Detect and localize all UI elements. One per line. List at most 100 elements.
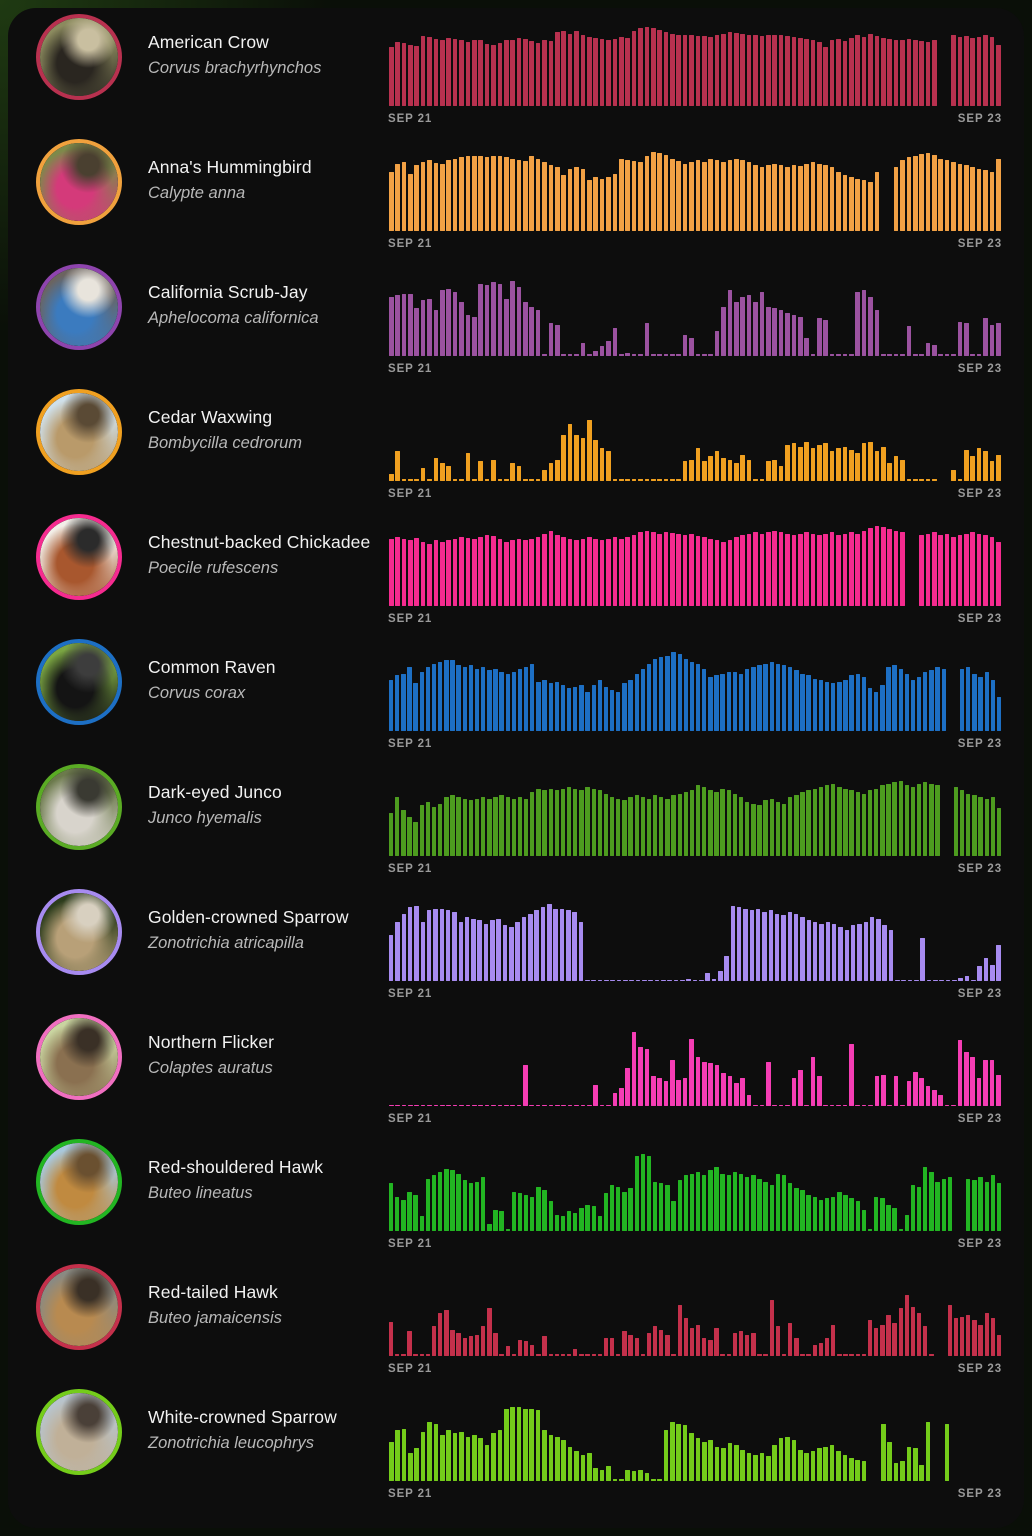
activity-chart[interactable]: SEP 21 SEP 23	[388, 1145, 1002, 1253]
bar	[951, 1105, 956, 1106]
bar	[867, 1319, 873, 1356]
bar	[580, 1454, 586, 1481]
bar	[923, 671, 928, 731]
bar	[395, 921, 400, 981]
avatar[interactable]	[36, 639, 122, 725]
bar	[746, 533, 752, 606]
avatar-ring	[36, 889, 122, 975]
bar	[670, 354, 675, 356]
bar	[536, 681, 541, 731]
bar	[721, 1448, 726, 1481]
bar	[523, 38, 528, 106]
bar	[753, 35, 758, 106]
bar	[740, 1078, 745, 1106]
bar	[587, 1105, 592, 1106]
bar	[804, 1453, 809, 1481]
avatar[interactable]	[36, 1389, 122, 1475]
axis-start-label: SEP 21	[388, 488, 433, 500]
bar	[612, 173, 618, 231]
activity-chart[interactable]: SEP 21 SEP 23	[388, 395, 1002, 503]
bar	[542, 40, 547, 106]
bar	[695, 354, 701, 356]
bar	[618, 1087, 624, 1106]
bar	[836, 1105, 841, 1106]
bar	[530, 1344, 535, 1356]
avatar[interactable]	[36, 514, 122, 600]
bar	[745, 1334, 750, 1356]
bar	[561, 353, 567, 356]
bar	[618, 158, 624, 231]
activity-chart[interactable]: SEP 21 SEP 23	[388, 270, 1002, 378]
bar	[714, 160, 720, 231]
bar	[765, 1456, 771, 1481]
avatar[interactable]	[36, 139, 122, 225]
activity-chart[interactable]: SEP 21 SEP 23	[388, 1395, 1002, 1503]
avatar[interactable]	[36, 389, 122, 475]
bar	[676, 533, 682, 606]
activity-chart[interactable]: SEP 21 SEP 23	[388, 1020, 1002, 1128]
bar	[487, 1308, 492, 1356]
bird-photo	[40, 18, 118, 96]
bar	[829, 40, 835, 106]
bar	[836, 448, 841, 481]
bar	[452, 912, 457, 981]
avatar[interactable]	[36, 14, 122, 100]
species-row[interactable]: Dark-eyed Junco Junco hyemalis SEP 21 SEP 2…	[8, 758, 1024, 883]
avatar-ring	[36, 764, 122, 850]
species-row[interactable]: White-crowned Sparrow Zonotrichia leucoph…	[8, 1383, 1024, 1508]
species-row[interactable]: Red-shouldered Hawk Buteo lineatus SEP 21 S…	[8, 1133, 1024, 1258]
avatar[interactable]	[36, 764, 122, 850]
bar	[900, 354, 905, 356]
bar	[670, 1421, 675, 1481]
bar	[708, 1440, 714, 1481]
bar	[606, 1105, 611, 1106]
bar	[593, 440, 598, 481]
bar	[785, 1105, 790, 1106]
bar	[959, 1316, 965, 1356]
species-labels: Red-tailed Hawk Buteo jamaicensis	[148, 1280, 388, 1330]
bar	[759, 167, 765, 231]
bar	[695, 448, 701, 481]
avatar[interactable]	[36, 1139, 122, 1225]
bar	[652, 658, 658, 731]
avatar[interactable]	[36, 264, 122, 350]
bar	[580, 342, 586, 356]
bar	[849, 1458, 854, 1481]
species-row[interactable]: Common Raven Corvus corax SEP 21 SEP 23	[8, 633, 1024, 758]
activity-chart[interactable]: SEP 21 SEP 23	[388, 895, 1002, 1003]
species-row[interactable]: Cedar Waxwing Bombycilla cedrorum SEP 21 SE…	[8, 383, 1024, 508]
bar	[644, 323, 650, 356]
bar	[677, 793, 682, 856]
activity-chart[interactable]: SEP 21 SEP 23	[388, 145, 1002, 253]
activity-chart[interactable]: SEP 21 SEP 23	[388, 770, 1002, 878]
bar	[388, 935, 394, 981]
species-row[interactable]: American Crow Corvus brachyrhynchos SEP 21…	[8, 8, 1024, 133]
species-row[interactable]: Red-tailed Hawk Buteo jamaicensis SEP 21 SE…	[8, 1258, 1024, 1383]
bar	[708, 456, 714, 481]
activity-chart[interactable]: SEP 21 SEP 23	[388, 1270, 1002, 1378]
bar	[900, 160, 905, 231]
activity-chart[interactable]: SEP 21 SEP 23	[388, 520, 1002, 628]
species-row[interactable]: California Scrub-Jay Aphelocoma californi…	[8, 258, 1024, 383]
bar	[440, 290, 445, 356]
species-row[interactable]: Chestnut-backed Chickadee Poecile rufesce…	[8, 508, 1024, 633]
bar	[932, 344, 937, 356]
species-row[interactable]: Northern Flicker Colaptes auratus SEP 21 SE…	[8, 1008, 1024, 1133]
bar	[727, 540, 733, 606]
bar	[631, 161, 637, 231]
bar	[459, 537, 464, 606]
bar	[746, 1094, 752, 1106]
species-row[interactable]: Golden-crowned Sparrow Zonotrichia atrica…	[8, 883, 1024, 1008]
avatar[interactable]	[36, 889, 122, 975]
bar	[919, 1078, 924, 1106]
bar	[990, 1318, 996, 1356]
bar	[408, 45, 413, 106]
bar	[892, 782, 897, 856]
species-row[interactable]: Anna's Hummingbird Calypte anna SEP 21 SEP …	[8, 133, 1024, 258]
bar	[797, 316, 803, 356]
avatar[interactable]	[36, 1014, 122, 1100]
bar	[427, 160, 432, 231]
avatar[interactable]	[36, 1264, 122, 1350]
activity-chart[interactable]: SEP 21 SEP 23	[388, 20, 1002, 128]
activity-chart[interactable]: SEP 21 SEP 23	[388, 645, 1002, 753]
